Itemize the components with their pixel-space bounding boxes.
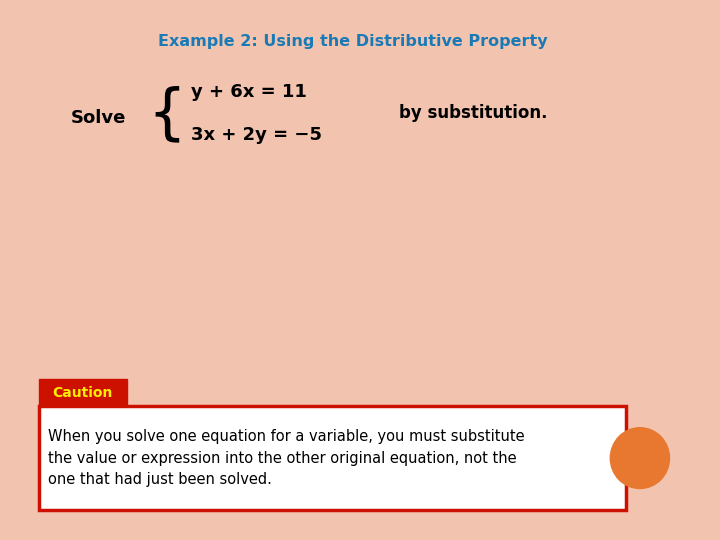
Circle shape <box>611 428 670 489</box>
Text: $\{$: $\{$ <box>147 85 180 145</box>
Text: When you solve one equation for a variable, you must substitute
the value or exp: When you solve one equation for a variab… <box>48 429 525 487</box>
Text: Solve: Solve <box>71 109 127 127</box>
FancyBboxPatch shape <box>39 406 626 510</box>
Text: by substitution.: by substitution. <box>400 104 548 122</box>
Text: Example 2: Using the Distributive Property: Example 2: Using the Distributive Proper… <box>158 35 548 49</box>
FancyBboxPatch shape <box>39 379 127 406</box>
Text: y + 6x = 11: y + 6x = 11 <box>192 83 307 102</box>
Text: Caution: Caution <box>52 386 112 400</box>
Text: 3x + 2y = −5: 3x + 2y = −5 <box>192 126 323 144</box>
